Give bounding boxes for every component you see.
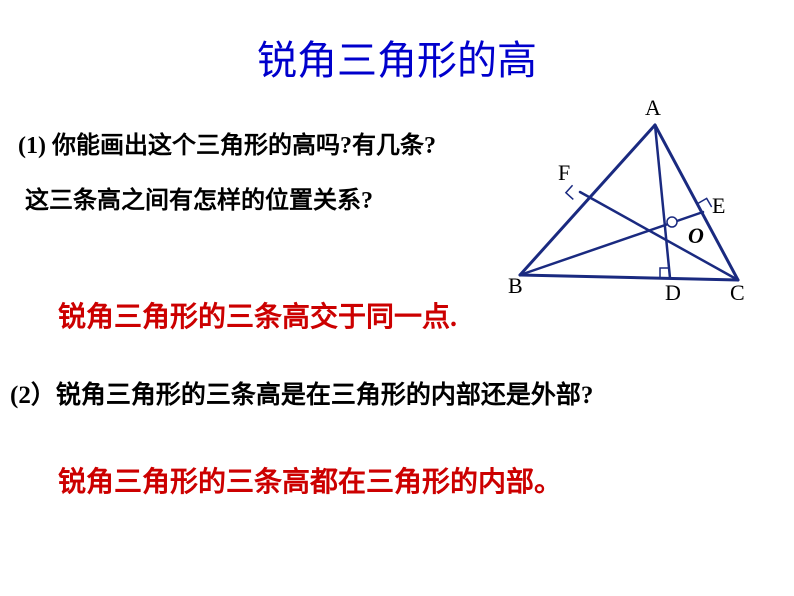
vertex-label-A: A — [645, 95, 661, 121]
answer-1: 锐角三角形的三条高交于同一点. — [58, 295, 457, 335]
title-text: 锐角三角形的高 — [257, 38, 537, 83]
vertex-label-F: F — [558, 160, 570, 186]
question-1a: (1) 你能画出这个三角形的高吗?有几条? — [18, 125, 436, 160]
vertex-label-C: C — [730, 280, 745, 306]
answer-2: 锐角三角形的三条高都在三角形的内部。 — [58, 460, 562, 500]
vertex-label-B: B — [508, 273, 523, 299]
page-title: 锐角三角形的高 — [0, 0, 794, 86]
vertex-label-E: E — [712, 193, 725, 219]
triangle-svg — [500, 95, 780, 305]
vertex-label-O: O — [688, 223, 704, 249]
question-1b: 这三条高之间有怎样的位置关系? — [25, 180, 373, 215]
vertex-label-D: D — [665, 280, 681, 306]
triangle-diagram: A B C D E F O — [500, 95, 780, 305]
question-2: (2）锐角三角形的三条高是在三角形的内部还是外部? — [10, 375, 593, 411]
